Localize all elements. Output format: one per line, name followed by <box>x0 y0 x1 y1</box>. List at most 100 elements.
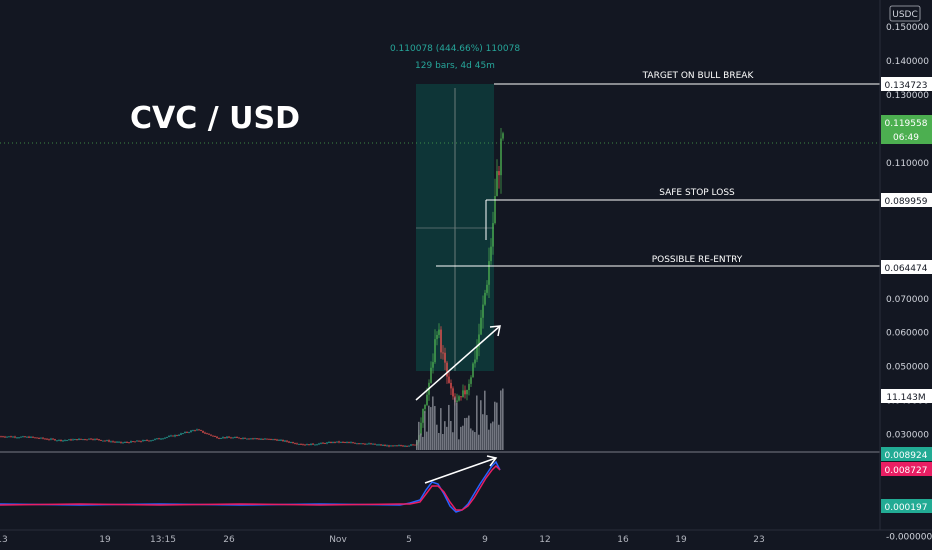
stop-loss-badge: 0.089959 <box>885 197 928 207</box>
candle-body <box>4 436 6 438</box>
volume-badge: 11.143M <box>886 393 925 403</box>
candle-body <box>48 439 50 441</box>
reentry-badge: 0.064474 <box>885 264 928 274</box>
candle-body <box>266 438 268 440</box>
candle-body <box>162 438 164 440</box>
currency-badge-box[interactable] <box>889 5 921 22</box>
candle-body <box>210 434 212 436</box>
candle-body <box>292 442 294 444</box>
candle-body <box>340 441 342 443</box>
candle-body <box>500 138 502 176</box>
candle-body <box>74 439 76 441</box>
candle-body <box>456 400 458 403</box>
candle-body <box>262 438 264 440</box>
volume-bar <box>458 439 460 450</box>
candle-body <box>230 437 232 439</box>
candle-body <box>310 443 312 446</box>
candle-body <box>280 439 282 441</box>
candle-body <box>444 352 446 363</box>
candle-body <box>114 441 116 443</box>
volume-bar <box>482 414 484 450</box>
candle-body <box>282 439 284 442</box>
candle-body <box>478 334 480 347</box>
indicator-badge-2: 0.008727 <box>885 466 928 476</box>
candle-body <box>432 362 434 368</box>
volume-bar <box>446 426 448 450</box>
volume-group <box>416 388 504 450</box>
x-tick-0: 13 <box>0 535 8 545</box>
volume-bar <box>490 423 492 450</box>
candle-body <box>434 339 436 363</box>
chart-title: CVC / USD <box>130 101 300 136</box>
target-label: TARGET ON BULL BREAK <box>642 71 755 81</box>
candle-body <box>200 430 202 432</box>
candle-body <box>148 440 150 442</box>
candle-body <box>392 445 394 447</box>
indicator-badge-1-box <box>881 447 932 461</box>
volume-bar <box>460 426 462 450</box>
candle-body <box>128 442 130 444</box>
candle-body <box>130 441 132 443</box>
indicator-slow-line <box>0 464 501 511</box>
candle-body <box>274 439 276 441</box>
y-tick-7: 0.060000 <box>886 329 929 339</box>
candle-body <box>448 376 450 383</box>
candle-body <box>110 441 112 443</box>
candle-body <box>218 438 220 440</box>
candle-body <box>234 437 236 439</box>
countdown-badge: 06:49 <box>893 133 919 143</box>
volume-bar <box>456 402 458 450</box>
candle-body <box>486 284 488 293</box>
candle-body <box>208 433 210 435</box>
candle-body <box>260 438 262 440</box>
candle-body <box>350 442 352 444</box>
volume-bar <box>498 424 500 450</box>
x-tick-5: 5 <box>406 535 412 545</box>
candle-body <box>288 441 290 443</box>
currency-badge[interactable]: USDC <box>892 10 918 20</box>
candle-body <box>242 437 244 439</box>
candle-body <box>476 346 478 360</box>
candle-body <box>482 304 484 318</box>
candle-body <box>192 430 194 432</box>
volume-bar <box>478 434 480 450</box>
candle-body <box>88 438 90 440</box>
candle-body <box>78 438 80 441</box>
candle-body <box>378 444 380 446</box>
candle-body <box>492 223 494 247</box>
volume-bar <box>494 401 496 450</box>
current-price-badge: 0.119558 <box>885 119 928 129</box>
candle-body <box>272 439 274 441</box>
candle-body <box>414 444 416 446</box>
candle-body <box>256 438 258 440</box>
candle-body <box>56 440 58 442</box>
candle-body <box>300 443 302 445</box>
candle-body <box>172 435 174 437</box>
candle-body <box>388 445 390 447</box>
candle-body <box>404 445 406 447</box>
candle-body <box>376 444 378 446</box>
y-tick-10: 0.030000 <box>886 431 929 441</box>
candle-body <box>278 439 280 441</box>
candle-body <box>98 439 100 441</box>
candle-body <box>150 440 152 442</box>
candle-body <box>406 445 408 447</box>
candle-body <box>168 435 170 437</box>
candle-body <box>306 444 308 446</box>
candle-body <box>106 440 108 442</box>
candle-body <box>356 443 358 445</box>
candle-body <box>354 442 356 444</box>
current-price-badge-box <box>881 115 932 144</box>
y-tick-0: 0.150000 <box>886 23 929 33</box>
candle-body <box>254 438 256 440</box>
candle-body <box>458 396 460 401</box>
candle-body <box>94 438 96 440</box>
candle-body <box>342 441 344 443</box>
candle-body <box>32 436 34 438</box>
candle-body <box>250 438 252 440</box>
candle-body <box>142 440 144 442</box>
candle-body <box>18 437 20 439</box>
y-tick-2: 0.130000 <box>886 91 929 101</box>
candle-body <box>316 444 318 446</box>
